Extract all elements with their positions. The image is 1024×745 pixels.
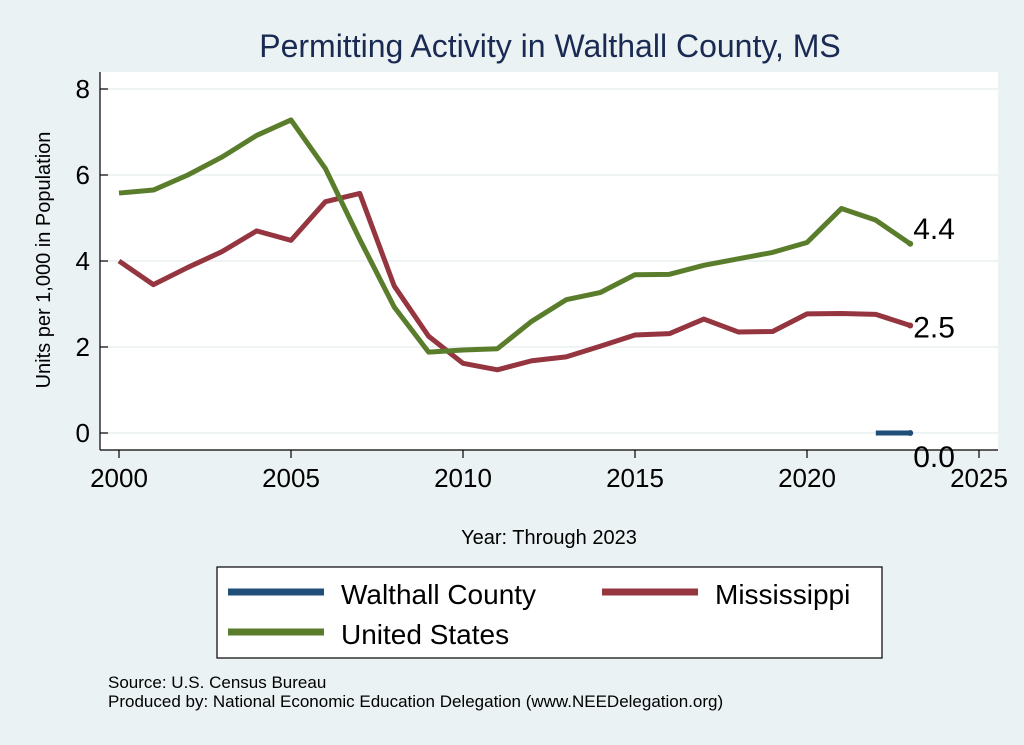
series-end-point — [907, 430, 914, 436]
legend-box — [216, 566, 883, 659]
x-tick-label: 2010 — [434, 463, 492, 493]
y-tick-label: 2 — [76, 332, 90, 362]
legend: Walthall County Mississippi United States — [228, 579, 850, 650]
x-tick-label: 2025 — [950, 463, 1008, 493]
end-value-label: 2.5 — [913, 312, 955, 345]
series-end-point — [907, 322, 914, 329]
series-line-1 — [117, 190, 911, 373]
series-line-2 — [118, 117, 912, 355]
y-tick-label: 6 — [76, 160, 90, 190]
x-axis-label: Year: Through 2023 — [461, 527, 637, 549]
x-tick-label: 2000 — [90, 463, 148, 493]
chart-title: Permitting Activity in Walthall County, … — [259, 28, 841, 64]
y-tick-label: 0 — [76, 418, 90, 448]
producer-note: Produced by: National Economic Education… — [108, 692, 724, 711]
source-note: Source: U.S. Census Bureau — [108, 673, 327, 692]
legend-label: Walthall County — [341, 579, 536, 610]
y-tick-label: 8 — [76, 74, 90, 104]
x-tick-label: 2020 — [778, 463, 836, 493]
axes: 0 2 4 6 8 2000 2005 2010 2015 2020 2025 — [76, 72, 1008, 493]
x-tick-label: 2005 — [262, 463, 320, 493]
x-tick-label: 2015 — [606, 463, 664, 493]
legend-label: United States — [341, 619, 509, 650]
end-value-label: 4.4 — [913, 213, 955, 246]
series-end-point — [907, 240, 914, 247]
gridlines — [100, 88, 998, 434]
series-lines — [117, 117, 914, 436]
y-axis-label: Units per 1,000 in Population — [33, 132, 55, 389]
y-tick-label: 4 — [76, 246, 90, 276]
end-value-label: 0.0 — [913, 441, 955, 474]
legend-label: Mississippi — [715, 579, 850, 610]
end-labels: 0.0 2.5 4.4 — [913, 213, 955, 474]
